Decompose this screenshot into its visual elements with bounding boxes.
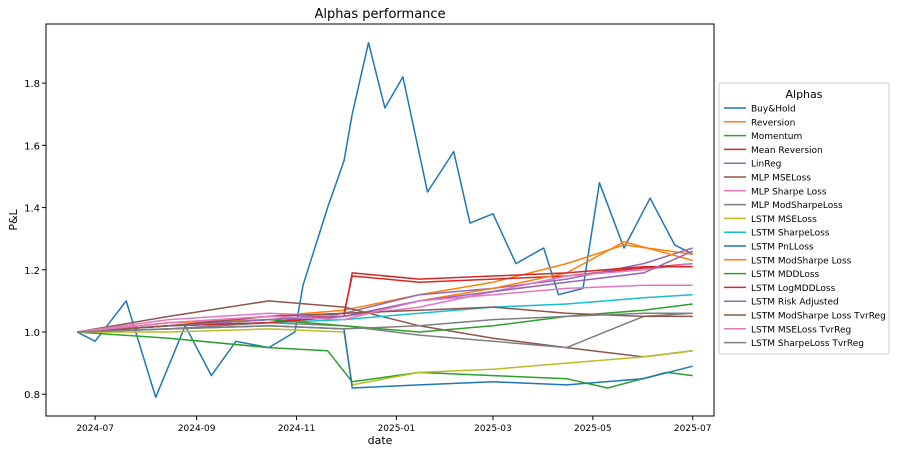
legend-label: LinReg	[751, 160, 781, 170]
y-tick-label: 1.6	[24, 141, 40, 152]
legend-items: Buy&Hold Reversion Momentum Mean Reversion L…	[724, 105, 886, 349]
legend-label: LSTM SharpeLoss	[751, 229, 830, 239]
legend-label: LSTM LogMDDLoss	[751, 284, 836, 294]
series-line-16	[77, 284, 693, 333]
series-line-13	[77, 265, 693, 333]
chart-title: Alphas performance	[314, 7, 445, 22]
y-tick-label: 0.8	[24, 390, 40, 401]
legend-label: MLP Sharpe Loss	[751, 187, 827, 197]
x-tick-label: 2025-07	[674, 424, 712, 434]
series-line-17	[77, 312, 693, 333]
series-line-8	[77, 328, 693, 386]
legend-label: LSTM MSELoss	[751, 215, 817, 225]
legend-frame	[718, 82, 890, 355]
series-line-0	[76, 41, 694, 399]
legend-label: LSTM ModSharpe Loss TvrReg	[751, 312, 886, 322]
legend-label: LSTM MDDLoss	[751, 270, 820, 280]
legend-label: LSTM PnLLoss	[751, 243, 814, 253]
legend-label: MLP MSELoss	[751, 174, 811, 184]
legend-label: Momentum	[751, 132, 802, 142]
x-tick-label: 2025-05	[574, 424, 612, 434]
legend-label: Buy&Hold	[751, 105, 796, 115]
y-tick-label: 1.8	[24, 79, 40, 90]
y-axis: 0.8 1.0 1.2 1.4 1.6 1.8	[24, 79, 46, 401]
legend-label: LSTM ModSharpe Loss	[751, 256, 852, 266]
x-tick-label: 2025-03	[474, 424, 512, 434]
series-line-7	[77, 312, 693, 349]
legend-title: Alphas	[785, 88, 822, 101]
series-line-6	[76, 262, 693, 333]
legend-label: MLP ModSharpeLoss	[751, 201, 843, 211]
y-tick-label: 1.4	[24, 204, 40, 215]
legend-label: Reversion	[751, 118, 795, 128]
x-tick-label: 2024-11	[278, 424, 316, 434]
legend: Alphas Buy&Hold Reversion Momentum Mean Rev…	[718, 82, 890, 355]
x-axis-label: date	[368, 434, 393, 447]
legend-label: LSTM MSELoss TvrReg	[751, 325, 851, 335]
x-axis: 2024-07 2024-09 2024-11 2025-01 2025-03 2025-…	[76, 416, 712, 434]
legend-label: Mean Reversion	[751, 146, 823, 156]
x-tick-label: 2025-01	[378, 424, 416, 434]
plot-frame	[45, 23, 715, 417]
x-tick-label: 2024-09	[178, 424, 216, 434]
y-tick-label: 1.2	[24, 266, 40, 277]
legend-label: LSTM Risk Adjusted	[751, 298, 839, 308]
y-tick-label: 1.0	[24, 328, 40, 339]
series-lines	[76, 41, 694, 399]
x-tick-label: 2024-07	[76, 424, 114, 434]
series-line-15	[77, 306, 693, 333]
legend-label: LSTM SharpeLoss TvrReg	[751, 339, 864, 349]
y-axis-label: P&L	[7, 208, 20, 230]
